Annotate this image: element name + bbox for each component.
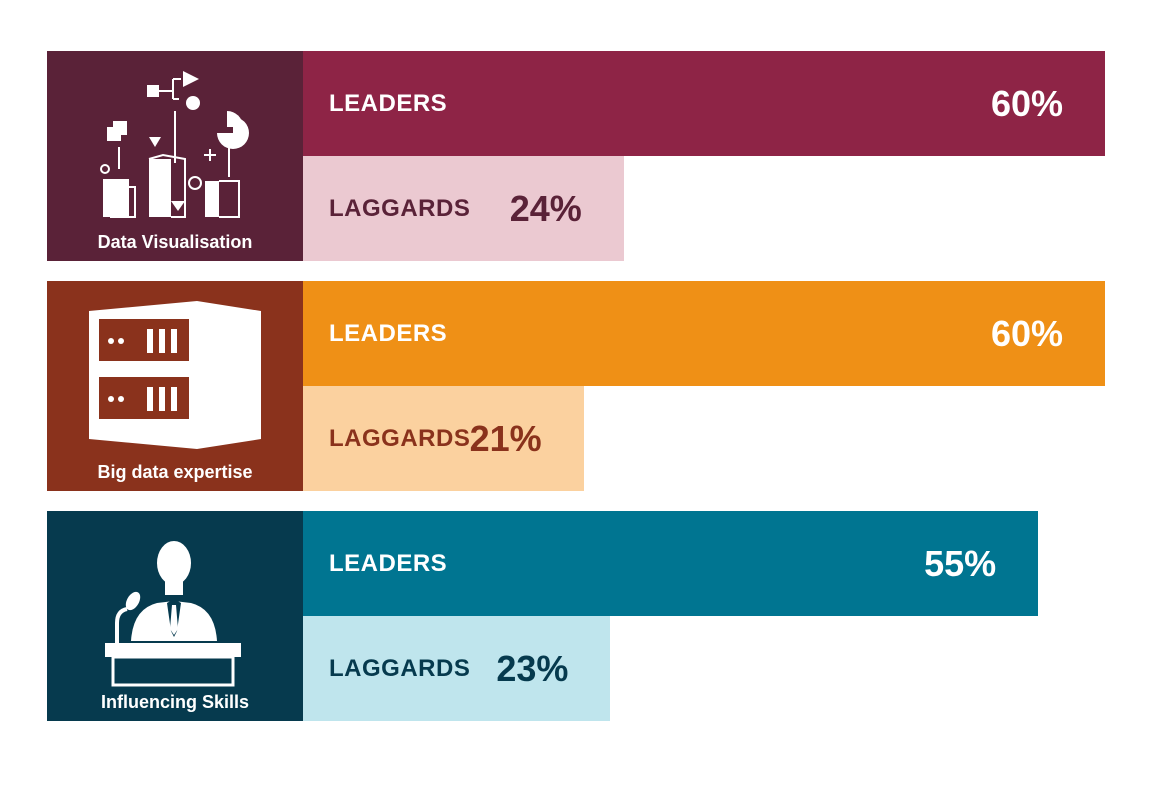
leaders-bar: LEADERS 60%	[303, 51, 1105, 156]
data-visualisation-icon	[100, 71, 249, 218]
category-panel: Big data expertise	[47, 281, 303, 491]
leaders-value-label: 55%	[924, 543, 997, 584]
leaders-bar: LEADERS 60%	[303, 281, 1105, 386]
laggards-value-label: 24%	[509, 188, 582, 229]
leaders-bar-label: LEADERS	[329, 320, 448, 347]
category-label: Data Visualisation	[97, 232, 253, 252]
laggards-bar-label: LAGGARDS	[329, 425, 471, 452]
leaders-bar: LEADERS 55%	[303, 511, 1039, 616]
server-rack-icon	[89, 301, 261, 449]
leaders-bar-label: LEADERS	[329, 550, 448, 577]
laggards-bar-label: LAGGARDS	[329, 195, 471, 222]
speaker-podium-icon	[105, 541, 241, 687]
laggards-value-label: 23%	[496, 648, 569, 689]
leaders-value-label: 60%	[990, 83, 1063, 124]
laggards-bar: LAGGARDS 24%	[303, 156, 624, 261]
laggards-value-label: 21%	[469, 418, 542, 459]
category-label: Big data expertise	[97, 462, 253, 482]
leaders-bar-label: LEADERS	[329, 90, 448, 117]
leaders-value-label: 60%	[990, 313, 1063, 354]
category-panel: Influencing Skills	[47, 511, 303, 721]
laggards-bar: LAGGARDS 23%	[303, 616, 611, 721]
category-label: Influencing Skills	[100, 692, 250, 712]
laggards-bar: LAGGARDS 21%	[303, 386, 584, 491]
category-panel: Data Visualisation	[47, 51, 303, 261]
laggards-bar-label: LAGGARDS	[329, 655, 471, 682]
